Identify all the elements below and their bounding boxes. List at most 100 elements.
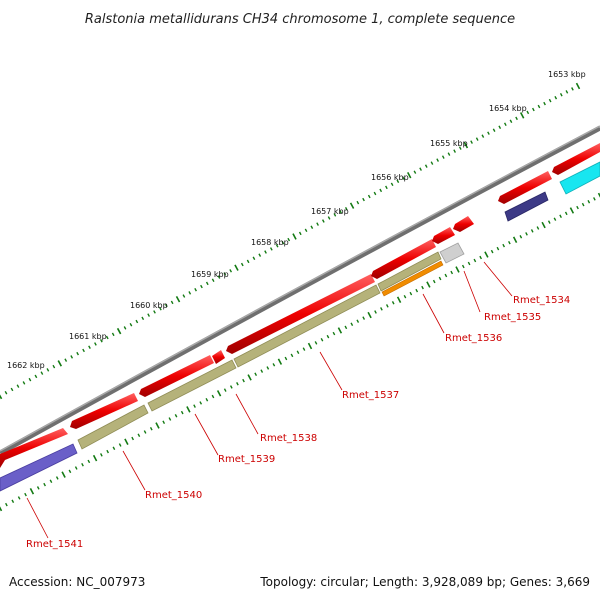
- olive-feature[interactable]: [233, 284, 381, 368]
- scale-minor-tick: [46, 368, 50, 372]
- cds-feature[interactable]: [0, 428, 68, 468]
- scale-minor-tick: [147, 313, 151, 317]
- scale-minor-tick: [112, 446, 116, 451]
- scale-major-tick: [116, 327, 122, 335]
- scale-minor-tick: [496, 246, 500, 251]
- scale-minor-tick: [68, 469, 72, 474]
- olive-feature[interactable]: [377, 251, 442, 292]
- tick-label-1653: 1653 kbp: [548, 70, 586, 79]
- scale-minor-tick: [211, 394, 215, 399]
- scale-minor-tick: [159, 307, 162, 311]
- scale-major-tick: [92, 454, 98, 462]
- scale-minor-tick: [547, 220, 551, 224]
- scale-minor-tick: [217, 275, 221, 279]
- scale-minor-tick: [450, 270, 454, 275]
- scale-minor-tick: [475, 137, 479, 141]
- scale-minor-tick: [326, 334, 330, 339]
- cds-feature[interactable]: [552, 143, 600, 175]
- scale-minor-tick: [453, 149, 456, 153]
- scale-minor-tick: [447, 152, 451, 156]
- scale-minor-tick: [385, 185, 388, 190]
- scale-minor-tick: [536, 226, 540, 230]
- scale-minor-tick: [581, 202, 585, 207]
- scale-minor-tick: [236, 382, 239, 386]
- scale-minor-tick: [143, 430, 147, 434]
- scale-minor-tick: [492, 128, 496, 132]
- scale-minor-tick: [40, 371, 44, 375]
- scale-minor-tick: [11, 499, 15, 504]
- cds-feature[interactable]: [453, 216, 474, 232]
- scale-minor-tick: [380, 307, 383, 311]
- forward-cds-track: [0, 143, 600, 468]
- scale-minor-tick: [344, 207, 348, 211]
- scale-minor-tick: [436, 158, 439, 162]
- scale-minor-tick: [162, 420, 166, 425]
- scale-minor-tick: [43, 482, 46, 487]
- tick-label-1659: 1659 kbp: [191, 270, 229, 279]
- gene-label-rmet-1539[interactable]: Rmet_1539: [218, 454, 275, 465]
- scale-major-tick: [186, 406, 191, 413]
- scale-minor-tick: [314, 341, 318, 345]
- grey-feature[interactable]: [439, 242, 465, 264]
- scale-major-tick: [597, 192, 600, 198]
- olive-feature[interactable]: [77, 404, 149, 450]
- gene-label-rmet-1540[interactable]: Rmet_1540: [145, 490, 202, 501]
- scale-minor-tick: [252, 256, 256, 261]
- gene-label-rmet-1537[interactable]: Rmet_1537: [342, 390, 399, 401]
- scale-minor-tick: [100, 453, 103, 457]
- scale-minor-tick: [302, 347, 306, 351]
- scale-minor-tick: [135, 319, 139, 324]
- cds-feature[interactable]: [226, 274, 375, 354]
- scale-minor-tick: [461, 264, 465, 269]
- cds-feature[interactable]: [212, 350, 225, 364]
- genome-summary-text: Topology: circular; Length: 3,928,089 bp…: [259, 575, 590, 589]
- scale-minor-tick: [211, 278, 215, 282]
- scale-minor-tick: [194, 287, 197, 292]
- scale-minor-tick: [36, 486, 40, 490]
- gene-label-rmet-1541[interactable]: Rmet_1541: [26, 539, 83, 550]
- scale-minor-tick: [64, 358, 68, 362]
- scale-major-tick: [367, 311, 372, 319]
- cyan-feature[interactable]: [559, 161, 600, 195]
- scale-major-tick: [292, 233, 297, 240]
- scale-minor-tick: [111, 332, 115, 337]
- scale-major-tick: [61, 471, 66, 478]
- orange-feature[interactable]: [381, 260, 444, 297]
- scale-minor-tick: [200, 284, 203, 289]
- cds-feature[interactable]: [70, 393, 138, 429]
- scale-minor-tick: [441, 155, 445, 159]
- scale-minor-tick: [229, 385, 233, 389]
- scale-minor-tick: [168, 417, 172, 421]
- scale-minor-tick: [593, 197, 596, 201]
- scale-minor-tick: [515, 116, 518, 121]
- scale-minor-tick: [223, 272, 227, 276]
- scale-minor-tick: [548, 98, 552, 103]
- scale-minor-tick: [87, 459, 91, 464]
- scale-minor-tick: [199, 401, 203, 405]
- gene-label-rmet-1536[interactable]: Rmet_1536: [445, 333, 502, 344]
- gene-label-rmet-1538[interactable]: Rmet_1538: [260, 433, 317, 444]
- scale-major-tick: [337, 327, 343, 334]
- scale-minor-tick: [537, 104, 541, 109]
- scale-minor-tick: [223, 388, 227, 392]
- cds-feature[interactable]: [498, 171, 552, 204]
- cds-feature[interactable]: [371, 239, 436, 279]
- scale-minor-tick: [333, 213, 337, 217]
- cds-feature[interactable]: [432, 227, 455, 244]
- scale-minor-tick: [284, 356, 288, 361]
- navy-feature[interactable]: [504, 191, 549, 222]
- blue-feature[interactable]: [0, 443, 78, 492]
- scale-minor-tick: [458, 146, 462, 150]
- scale-minor-tick: [424, 164, 428, 168]
- scale-ruler: [0, 82, 581, 400]
- scale-minor-tick: [205, 281, 209, 286]
- cds-feature[interactable]: [139, 355, 214, 397]
- scale-minor-tick: [290, 353, 294, 358]
- gene-label-rmet-1535[interactable]: Rmet_1535: [484, 312, 541, 323]
- gene-label-rmet-1534[interactable]: Rmet_1534: [513, 295, 570, 306]
- scale-minor-tick: [149, 427, 153, 431]
- map-title: Ralstonia metallidurans CH34 chromosome …: [85, 12, 515, 27]
- olive-feature[interactable]: [147, 359, 237, 412]
- scale-minor-tick: [10, 387, 14, 392]
